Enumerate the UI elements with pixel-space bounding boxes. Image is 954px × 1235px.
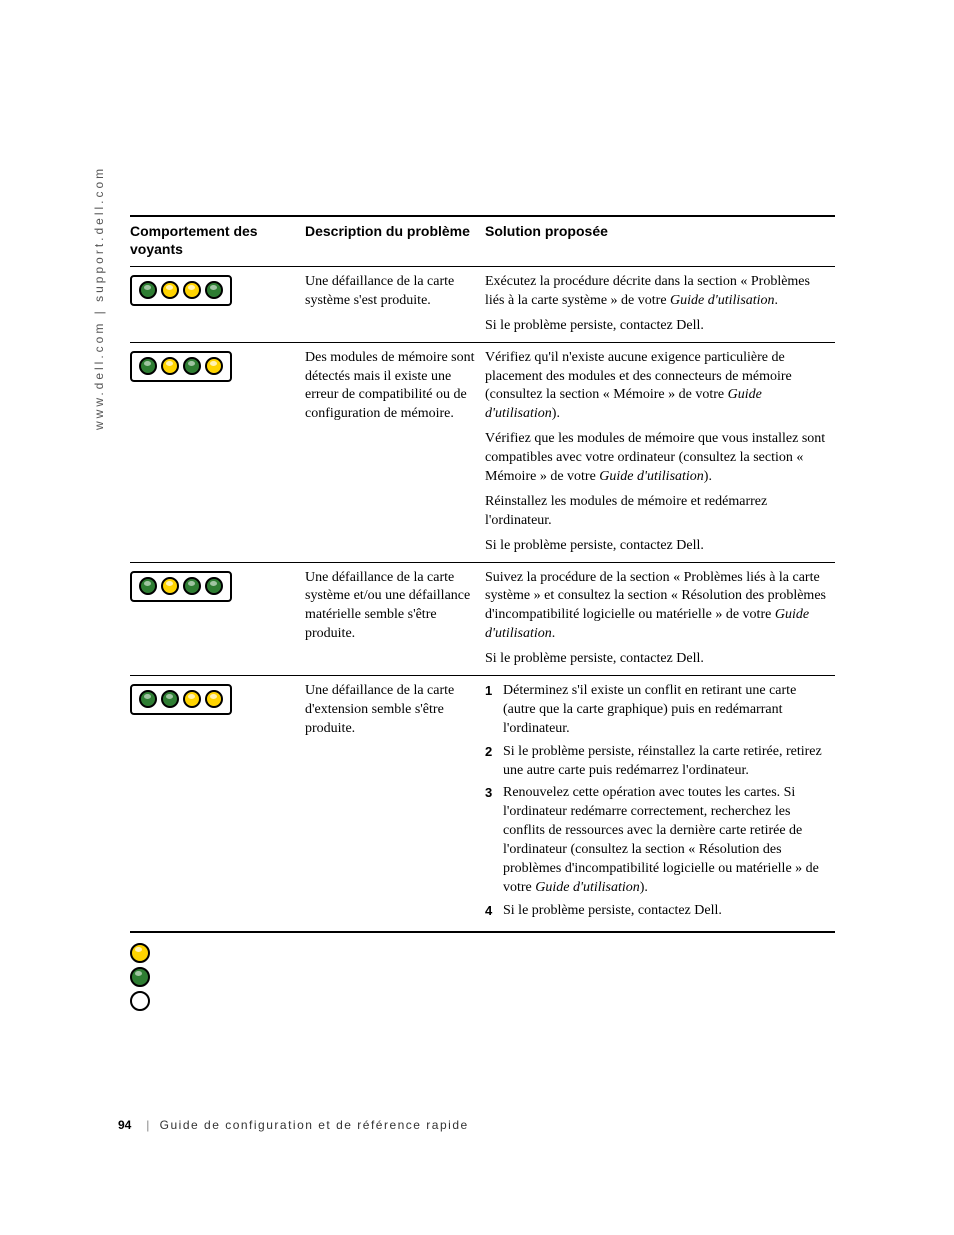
solution-paragraph: Exécutez la procédure décrite dans la se… — [485, 273, 827, 311]
legend-led-yellow-icon — [130, 943, 150, 963]
step-number: 1 — [485, 682, 499, 739]
led-cell — [130, 342, 305, 562]
table-row: Une défaillance de la carte système s'es… — [130, 267, 835, 343]
solution-cell: Suivez la procédure de la section « Prob… — [485, 562, 835, 675]
header-description: Description du problème — [305, 216, 485, 267]
header-solution: Solution proposée — [485, 216, 835, 267]
description-cell: Une défaillance de la carte système et/o… — [305, 562, 485, 675]
led-legend — [130, 943, 835, 1011]
guide-reference: Guide d'utilisation — [670, 293, 775, 308]
solution-paragraph: Réinstallez les modules de mémoire et re… — [485, 493, 827, 531]
step-text: Déterminez s'il existe un conflit en ret… — [503, 682, 827, 739]
step-number: 3 — [485, 784, 499, 897]
description-cell: Une défaillance de la carte d'extension … — [305, 676, 485, 932]
page-footer: 94 | Guide de configuration et de référe… — [118, 1118, 469, 1132]
solution-paragraph: Vérifiez qu'il n'existe aucune exigence … — [485, 349, 827, 425]
led-pattern — [130, 684, 232, 715]
led-cell — [130, 676, 305, 932]
guide-reference: Guide d'utilisation — [485, 607, 809, 641]
side-url-text: www.dell.com | support.dell.com — [92, 166, 106, 430]
description-cell: Une défaillance de la carte système s'es… — [305, 267, 485, 343]
solution-step: 1Déterminez s'il existe un conflit en re… — [485, 682, 827, 739]
footer-separator: | — [146, 1118, 151, 1132]
led-green-icon — [205, 577, 223, 595]
step-number: 2 — [485, 743, 499, 781]
page-number: 94 — [118, 1118, 131, 1132]
led-yellow-icon — [205, 357, 223, 375]
led-green-icon — [161, 690, 179, 708]
solution-step: 4Si le problème persiste, contactez Dell… — [485, 902, 827, 921]
led-yellow-icon — [205, 690, 223, 708]
solution-step: 3Renouvelez cette opération avec toutes … — [485, 784, 827, 897]
led-green-icon — [183, 577, 201, 595]
table-row: Une défaillance de la carte d'extension … — [130, 676, 835, 932]
led-green-icon — [205, 281, 223, 299]
step-text: Si le problème persiste, contactez Dell. — [503, 902, 827, 921]
led-pattern — [130, 571, 232, 602]
led-cell — [130, 562, 305, 675]
guide-reference: Guide d'utilisation — [485, 387, 762, 421]
led-green-icon — [139, 281, 157, 299]
legend-led-green-icon — [130, 967, 150, 987]
led-cell — [130, 267, 305, 343]
led-yellow-icon — [183, 690, 201, 708]
led-green-icon — [139, 690, 157, 708]
page-body: Comportement des voyants Description du … — [130, 215, 835, 1015]
led-yellow-icon — [161, 281, 179, 299]
solution-cell: 1Déterminez s'il existe un conflit en re… — [485, 676, 835, 932]
table-row: Des modules de mémoire sont détectés mai… — [130, 342, 835, 562]
led-yellow-icon — [183, 281, 201, 299]
solution-paragraph: Vérifiez que les modules de mémoire que … — [485, 430, 827, 487]
diagnostics-table: Comportement des voyants Description du … — [130, 215, 835, 933]
led-yellow-icon — [161, 577, 179, 595]
solution-paragraph: Si le problème persiste, contactez Dell. — [485, 537, 827, 556]
step-text: Si le problème persiste, réinstallez la … — [503, 743, 827, 781]
table-row: Une défaillance de la carte système et/o… — [130, 562, 835, 675]
led-pattern — [130, 351, 232, 382]
step-text: Renouvelez cette opération avec toutes l… — [503, 784, 827, 897]
solution-paragraph: Suivez la procédure de la section « Prob… — [485, 569, 827, 645]
guide-reference: Guide d'utilisation — [599, 469, 704, 484]
solution-paragraph: Si le problème persiste, contactez Dell. — [485, 317, 827, 336]
solution-step: 2Si le problème persiste, réinstallez la… — [485, 743, 827, 781]
solution-cell: Exécutez la procédure décrite dans la se… — [485, 267, 835, 343]
header-behavior: Comportement des voyants — [130, 216, 305, 267]
legend-led-off-icon — [130, 991, 150, 1011]
led-green-icon — [183, 357, 201, 375]
led-pattern — [130, 275, 232, 306]
step-number: 4 — [485, 902, 499, 921]
led-green-icon — [139, 357, 157, 375]
led-yellow-icon — [161, 357, 179, 375]
led-green-icon — [139, 577, 157, 595]
solution-cell: Vérifiez qu'il n'existe aucune exigence … — [485, 342, 835, 562]
guide-reference: Guide d'utilisation — [535, 880, 640, 895]
solution-paragraph: Si le problème persiste, contactez Dell. — [485, 650, 827, 669]
footer-title: Guide de configuration et de référence r… — [160, 1118, 469, 1132]
description-cell: Des modules de mémoire sont détectés mai… — [305, 342, 485, 562]
table-header-row: Comportement des voyants Description du … — [130, 216, 835, 267]
